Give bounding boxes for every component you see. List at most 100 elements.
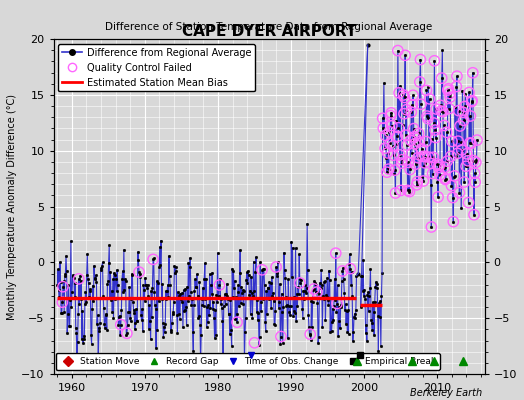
Point — [387, 110, 396, 116]
Point — [410, 126, 418, 132]
Point — [423, 115, 432, 122]
Point — [435, 162, 443, 168]
Text: Difference of Station Temperature Data from Regional Average: Difference of Station Temperature Data f… — [105, 22, 433, 32]
Point — [445, 90, 454, 97]
Point — [381, 145, 389, 152]
Point — [397, 187, 405, 194]
Point — [441, 164, 449, 170]
Point — [457, 147, 466, 153]
Point — [407, 109, 416, 115]
Point — [403, 142, 411, 148]
Point — [440, 122, 449, 129]
Point — [460, 179, 468, 185]
Point — [123, 330, 131, 336]
Point — [465, 140, 474, 146]
Point — [394, 47, 402, 54]
Point — [417, 101, 425, 108]
Point — [430, 58, 439, 64]
Point — [404, 159, 412, 166]
Point — [135, 269, 143, 275]
Point — [426, 160, 434, 166]
Point — [464, 199, 473, 206]
Point — [467, 140, 475, 147]
Point — [277, 333, 285, 340]
Point — [454, 138, 462, 144]
Point — [450, 173, 458, 179]
Point — [423, 113, 431, 119]
Point — [470, 212, 478, 218]
Point — [393, 133, 401, 140]
Point — [381, 132, 390, 139]
Point — [74, 276, 83, 282]
Text: Berkeley Earth: Berkeley Earth — [410, 388, 482, 398]
Point — [397, 160, 406, 166]
Point — [406, 166, 414, 173]
Point — [453, 73, 461, 79]
Point — [418, 146, 426, 152]
Point — [395, 90, 403, 96]
Point — [258, 267, 266, 273]
Point — [431, 134, 440, 141]
Point — [419, 153, 427, 160]
Point — [415, 138, 423, 145]
Point — [444, 87, 452, 93]
Point — [389, 152, 398, 158]
Point — [385, 166, 393, 172]
Point — [388, 122, 396, 129]
Point — [472, 159, 480, 166]
Point — [442, 175, 450, 182]
Point — [310, 286, 318, 292]
Point — [412, 182, 421, 188]
Point — [411, 161, 420, 167]
Point — [339, 268, 347, 274]
Point — [465, 89, 473, 96]
Point — [452, 83, 461, 90]
Point — [272, 264, 280, 270]
Point — [467, 98, 476, 105]
Point — [250, 340, 259, 346]
Point — [386, 140, 394, 146]
Point — [385, 129, 394, 135]
Point — [439, 108, 447, 115]
Point — [416, 56, 424, 63]
Point — [445, 106, 453, 112]
Point — [419, 178, 428, 184]
Point — [443, 158, 451, 164]
Point — [405, 188, 413, 195]
Point — [431, 127, 439, 133]
Point — [448, 138, 456, 145]
Point — [459, 109, 467, 116]
Point — [391, 190, 400, 196]
Point — [416, 79, 424, 85]
Point — [384, 150, 392, 156]
Point — [378, 115, 387, 122]
Point — [149, 256, 157, 262]
Point — [413, 178, 421, 185]
Point — [333, 300, 341, 307]
Point — [408, 102, 417, 108]
Point — [414, 154, 422, 161]
Point — [446, 153, 455, 160]
Point — [453, 150, 462, 156]
Point — [411, 140, 419, 147]
Point — [402, 106, 411, 113]
Point — [414, 130, 423, 137]
Point — [434, 164, 443, 170]
Point — [437, 108, 445, 114]
Point — [471, 179, 479, 186]
Point — [429, 154, 438, 160]
Point — [449, 218, 457, 225]
Point — [471, 170, 479, 176]
Point — [429, 170, 437, 177]
Point — [473, 137, 481, 143]
Legend: Station Move, Record Gap, Time of Obs. Change, Empirical Break: Station Move, Record Gap, Time of Obs. C… — [56, 353, 440, 370]
Point — [410, 134, 419, 140]
Point — [398, 156, 406, 163]
Point — [432, 106, 441, 112]
Title: CAPE DYER AIRPORT: CAPE DYER AIRPORT — [182, 24, 356, 39]
Point — [332, 250, 340, 256]
Point — [394, 124, 402, 131]
Point — [59, 284, 67, 290]
Point — [434, 194, 442, 200]
Point — [117, 321, 125, 328]
